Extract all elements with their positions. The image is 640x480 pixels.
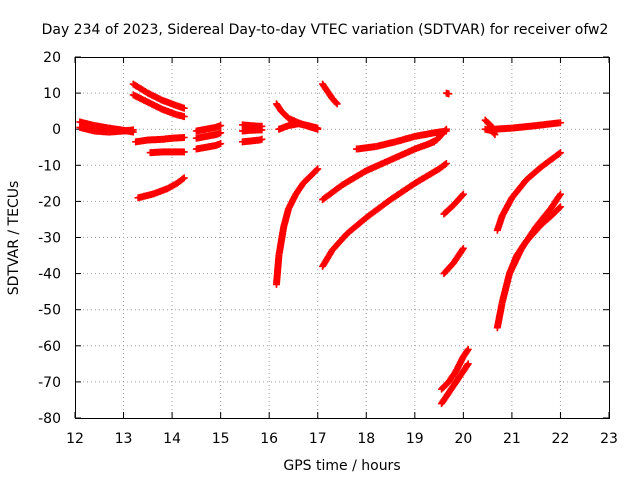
series-trace	[194, 129, 223, 142]
series-arc-13	[238, 135, 266, 146]
series-trace	[438, 361, 471, 406]
series-trace	[240, 121, 265, 130]
series-trace	[427, 126, 449, 147]
series-trace	[131, 81, 187, 112]
y-tick-label: -50	[38, 303, 61, 319]
y-tick-label: 20	[43, 50, 61, 66]
series-trace	[441, 246, 466, 276]
series-trace	[240, 126, 265, 135]
series-trace	[77, 124, 136, 136]
series-arc-22	[442, 89, 453, 98]
series-arc-16	[272, 165, 322, 288]
series-arc-07	[134, 174, 188, 202]
y-tick-label: -60	[38, 339, 61, 355]
series-trace	[482, 117, 495, 130]
series-trace	[133, 134, 187, 146]
y-tick-label: -30	[38, 231, 61, 247]
x-tick-label: 18	[357, 431, 375, 447]
x-tick-label: 20	[454, 431, 472, 447]
series-arc-20	[353, 127, 450, 153]
series-arc-24	[440, 244, 467, 278]
series-trace	[444, 90, 452, 97]
series-trace	[194, 122, 223, 135]
x-tick-label: 12	[66, 431, 84, 447]
series-trace	[273, 166, 321, 287]
x-tick-label: 13	[115, 431, 133, 447]
x-tick-label: 14	[163, 431, 181, 447]
series-trace	[439, 347, 471, 392]
series-arc-30	[493, 149, 564, 234]
series-arc-09	[192, 129, 225, 142]
series-arc-21	[425, 125, 450, 148]
series-arc-26	[438, 360, 472, 408]
series-arc-04	[129, 91, 188, 121]
series-arc-06	[146, 148, 188, 157]
data-marks	[76, 80, 564, 408]
tick-labels: 12 13 14 15 16 17 18 19 20 21 22 23 -80 -70 -60 -50 -40 -…	[38, 50, 618, 447]
series-arc-05	[132, 134, 188, 146]
series-trace	[320, 138, 437, 203]
y-tick-label: -20	[38, 194, 61, 210]
series-arc-11	[238, 121, 266, 130]
x-tick-label: 21	[503, 431, 521, 447]
series-arc-17	[319, 80, 341, 108]
series-trace	[494, 150, 563, 233]
series-trace	[194, 140, 223, 153]
series-arc-19	[319, 159, 450, 270]
series-trace	[319, 160, 449, 269]
series-trace	[506, 204, 563, 276]
series-arc-12	[238, 126, 266, 135]
series-arc-23	[440, 190, 467, 218]
series-arc-32	[505, 203, 564, 278]
y-tick-label: 10	[43, 86, 61, 102]
series-arc-15	[275, 120, 322, 133]
chart-title: Day 234 of 2023, Sidereal Day-to-day VTE…	[42, 22, 609, 38]
x-axis-label: GPS time / hours	[283, 458, 400, 474]
x-tick-label: 22	[552, 431, 570, 447]
y-tick-label: -80	[38, 411, 61, 427]
y-tick-label: -40	[38, 267, 61, 283]
series-arc-02	[76, 123, 137, 136]
y-axis-label: SDTVAR / TECUs	[6, 181, 22, 296]
x-tick-label: 16	[260, 431, 278, 447]
series-trace	[441, 191, 466, 217]
grid	[74, 56, 610, 419]
series-trace	[493, 119, 563, 133]
series-trace	[354, 127, 449, 153]
series-trace	[276, 120, 320, 133]
y-tick-label: -70	[38, 375, 61, 391]
y-tick-label: 0	[52, 122, 61, 138]
series-arc-25	[438, 345, 472, 393]
series-arc-29	[491, 119, 564, 133]
series-trace	[319, 81, 340, 107]
x-tick-label: 15	[212, 431, 230, 447]
series-trace	[131, 92, 187, 120]
series-trace	[136, 175, 187, 201]
x-tick-label: 19	[406, 431, 424, 447]
x-tick-label: 17	[309, 431, 327, 447]
series-trace	[240, 136, 265, 146]
series-trace	[148, 148, 187, 157]
series-arc-08	[192, 122, 225, 135]
plot-frame	[75, 57, 610, 419]
x-tick-label: 23	[600, 431, 618, 447]
y-tick-label: -10	[38, 158, 61, 174]
series-trace	[483, 126, 498, 137]
series-arc-10	[192, 140, 225, 153]
series-arc-03	[129, 80, 188, 112]
